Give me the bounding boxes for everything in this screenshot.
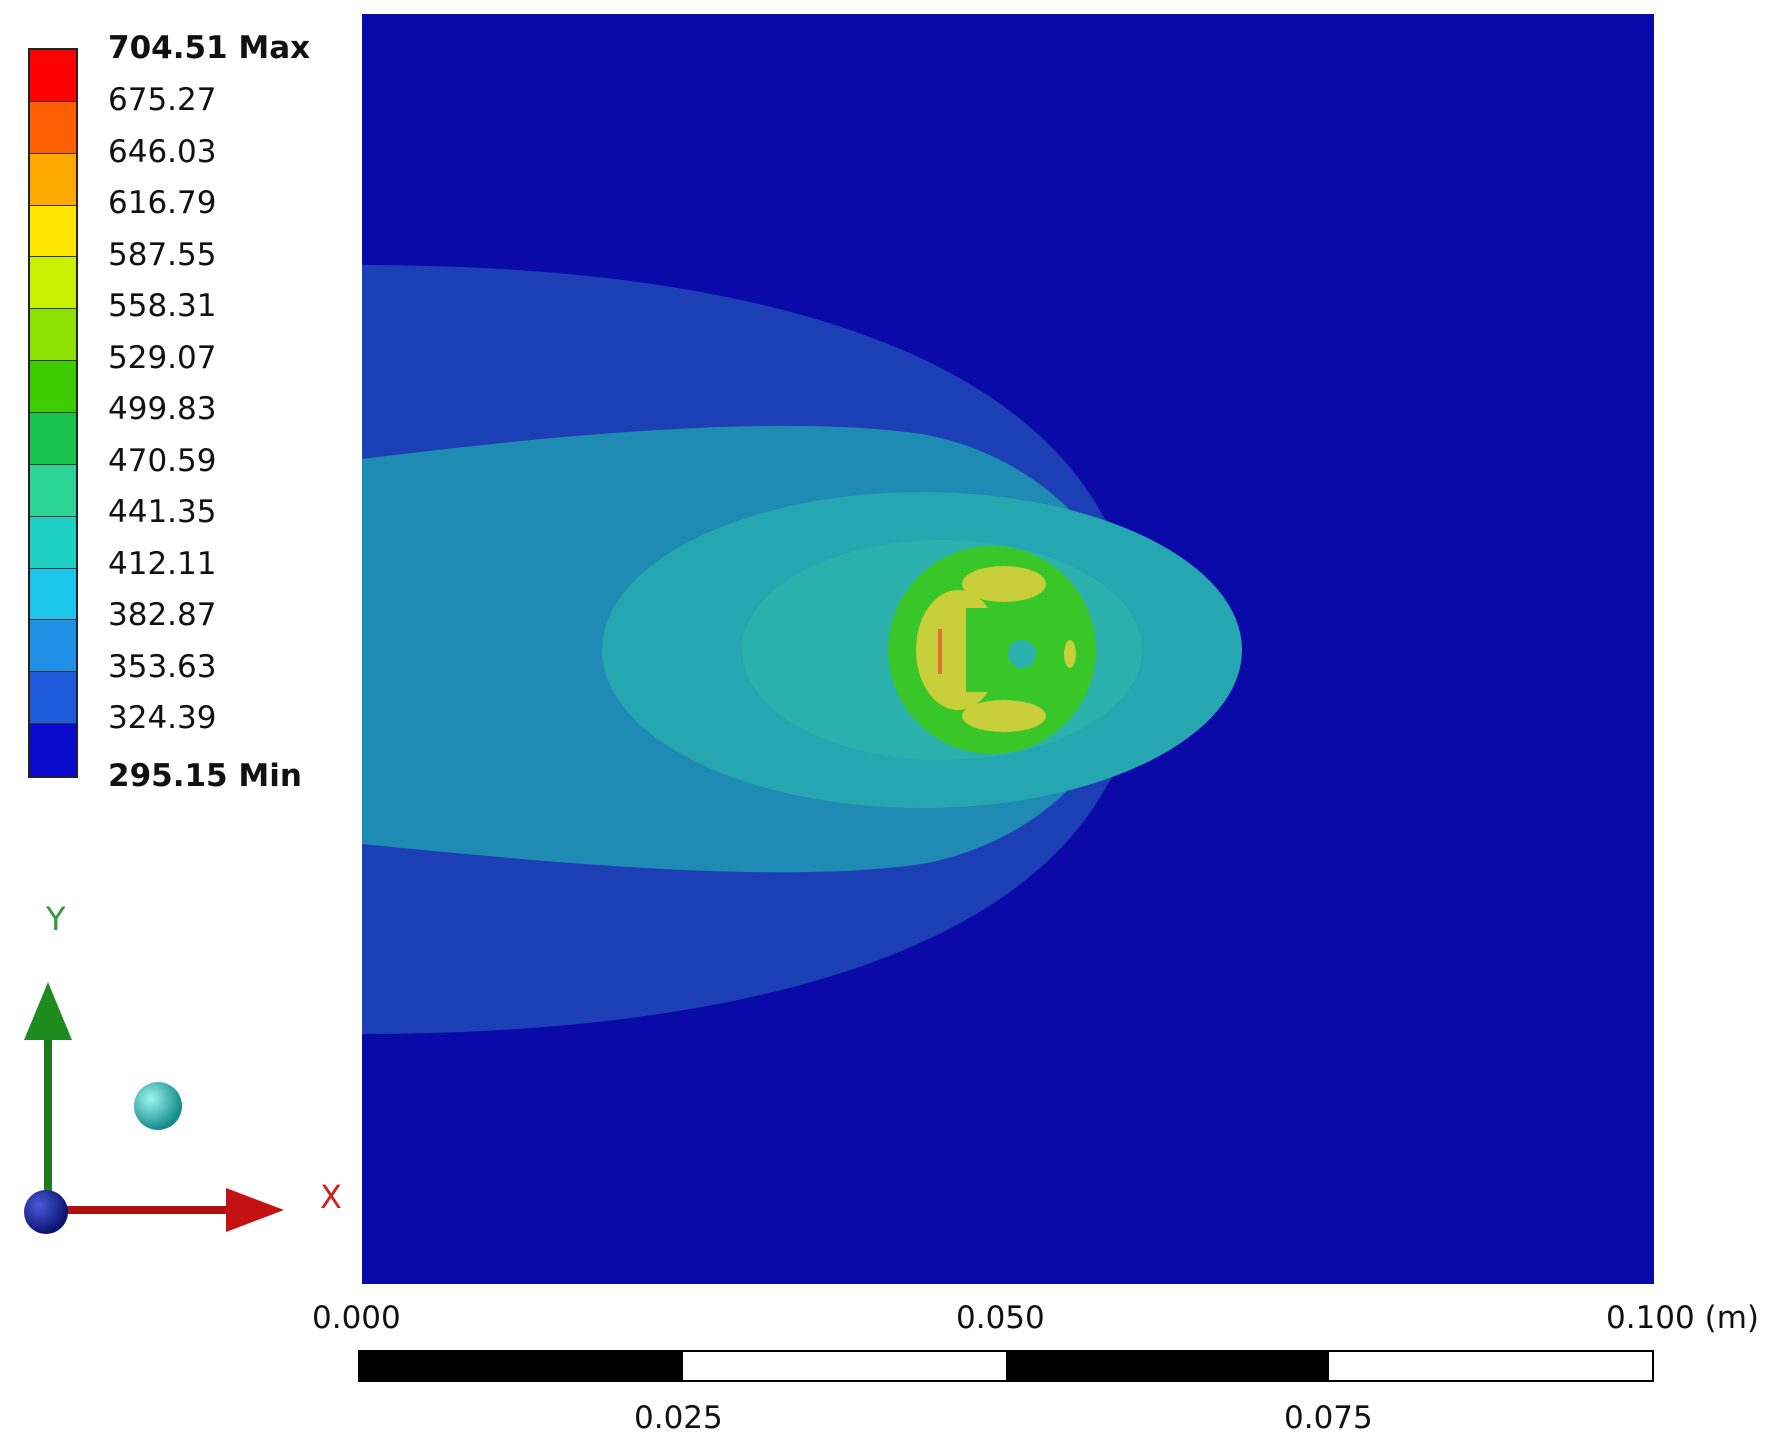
legend-level-label: 499.83 [108,391,217,427]
legend-level-label: 529.07 [108,339,217,376]
legend-level-label: 558.31 [108,288,217,324]
legend-max-label: 704.51 Max [108,30,311,66]
legend-band-12 [30,620,76,673]
legend-band-5 [30,257,76,310]
scale-segment-3 [1006,1352,1329,1380]
legend-band-9 [30,464,76,517]
scale-segment-2 [683,1352,1006,1380]
legend-level-label: 616.79 [108,185,217,221]
origin-sphere [24,1190,68,1234]
scale-label-075: 0.075 [1284,1400,1373,1436]
legend-band-4 [30,205,76,258]
scale-bar-segments [358,1350,1654,1382]
center-spot [1008,640,1036,668]
legend-band-2 [30,101,76,154]
view-sphere [134,1082,182,1130]
axis-triad: Y X [0,900,360,1260]
legend-labels: 704.51 Max 675.27 646.03 616.79 587.55 558.3… [108,0,338,800]
legend-band-3 [30,153,76,206]
legend-band-13 [30,672,76,725]
hot-spot-top [962,566,1046,602]
legend-band-8 [30,413,76,465]
legend-color-bar [28,48,78,778]
legend-band-1 [30,50,76,102]
right-spot [1064,640,1076,668]
scale-segment-1 [360,1352,683,1380]
scale-label-050: 0.050 [956,1300,1045,1336]
scale-bar: 0.000 0.050 0.100 (m) 0.025 0.075 [312,1300,1777,1440]
scale-label-025: 0.025 [634,1400,723,1436]
legend-level-label: 324.39 [108,700,217,736]
legend-level-label: 646.03 [108,133,217,170]
scale-segment-4 [1329,1352,1652,1380]
scale-label-100: 0.100 (m) [1606,1300,1759,1336]
legend-band-7 [30,361,76,413]
scale-label-0: 0.000 [312,1300,401,1336]
temperature-contour-plot [362,14,1654,1284]
legend-min-label: 295.15 Min [108,758,302,794]
y-axis-arrowhead [24,982,72,1040]
legend-level-label: 353.63 [108,648,217,685]
legend-band-10 [30,516,76,569]
legend-level-label: 382.87 [108,597,217,633]
legend-level-label: 470.59 [108,442,217,479]
legend-level-label: 587.55 [108,236,217,273]
legend-level-label: 675.27 [108,82,217,118]
y-axis-label: Y [46,900,66,938]
legend-band-6 [30,309,76,362]
x-axis-arrowhead [226,1188,284,1232]
legend-level-label: 441.35 [108,494,217,530]
hot-spot-bottom [962,700,1046,732]
legend-level-label: 412.11 [108,545,217,582]
legend-band-14 [30,724,76,776]
legend-band-11 [30,568,76,621]
x-axis-label: X [320,1178,342,1216]
